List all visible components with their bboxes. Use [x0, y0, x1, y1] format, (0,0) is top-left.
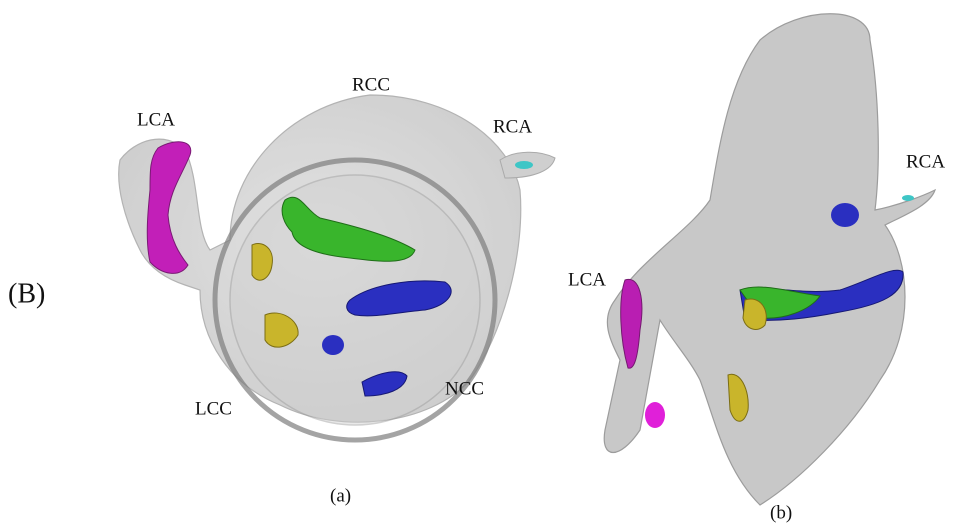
rca-calcium: [515, 161, 533, 169]
label-lca-b: LCA: [568, 269, 606, 290]
label-lca: LCA: [137, 109, 175, 130]
label-rca: RCA: [493, 116, 532, 137]
panel-b-render: [604, 14, 935, 505]
panel-a-render: [119, 95, 555, 440]
aortic-root: [604, 14, 935, 505]
caption-b: (b): [770, 502, 792, 523]
label-rca-b: RCA: [906, 151, 945, 172]
label-lcc: LCC: [195, 398, 232, 419]
yellow-calcium: [252, 244, 272, 281]
caption-a: (a): [330, 485, 351, 506]
label-ncc: NCC: [445, 378, 484, 399]
label-rcc: RCC: [352, 74, 390, 95]
rca-calcium: [902, 195, 914, 201]
figure-label: (B): [8, 278, 45, 309]
blue-calcium-top: [831, 203, 859, 227]
lca-calcium-distal: [645, 402, 665, 428]
blue-calcium-small: [322, 335, 344, 355]
figure: (B) RCC LCA RCA LCC NCC (a) RCA LCA (b): [0, 0, 960, 527]
